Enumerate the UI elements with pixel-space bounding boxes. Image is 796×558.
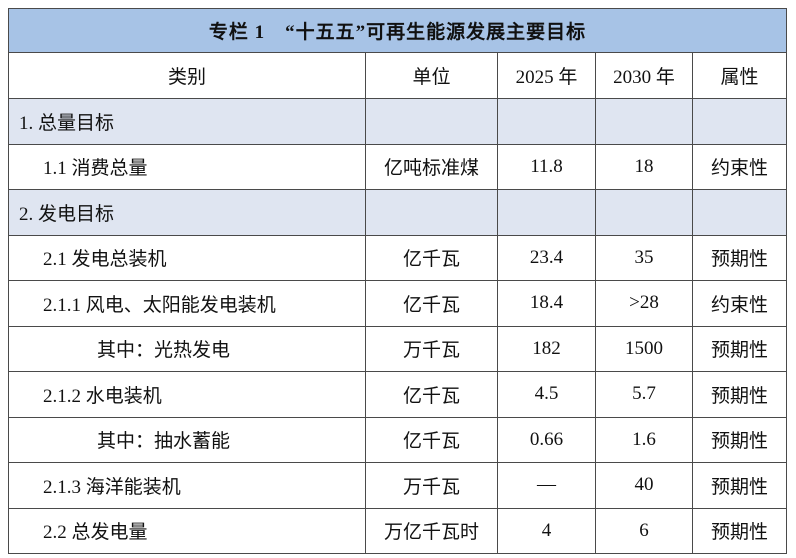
data-row: 其中：光热发电 万千瓦 182 1500 预期性 xyxy=(8,325,788,372)
value-cell xyxy=(497,98,596,145)
value-cell xyxy=(365,98,498,145)
value-cell: 18.4 xyxy=(497,280,596,327)
category-cell: 2.1.3 海洋能装机 xyxy=(8,462,366,509)
targets-table: 专栏 1 “十五五”可再生能源发展主要目标 类别 单位 2025 年 2030 … xyxy=(7,8,788,554)
table-title: 专栏 1 “十五五”可再生能源发展主要目标 xyxy=(7,8,788,53)
value-cell: 亿吨标准煤 xyxy=(365,143,498,190)
value-cell: 1.6 xyxy=(595,416,693,463)
data-row: 2.1 发电总装机 亿千瓦 23.4 35 预期性 xyxy=(8,234,788,281)
value-cell: 预期性 xyxy=(691,507,788,554)
value-cell: 5.7 xyxy=(595,371,693,418)
value-cell: 预期性 xyxy=(691,371,788,418)
value-cell: 182 xyxy=(497,325,596,372)
value-cell: 预期性 xyxy=(691,234,788,281)
header-cell: 单位 xyxy=(365,52,498,99)
title-row: 专栏 1 “十五五”可再生能源发展主要目标 xyxy=(7,8,788,53)
data-row: 2.1.2 水电装机 亿千瓦 4.5 5.7 预期性 xyxy=(8,371,788,418)
value-cell: 亿千瓦 xyxy=(365,234,498,281)
value-cell: 4 xyxy=(497,507,596,554)
value-cell xyxy=(595,189,693,236)
category-cell: 其中：抽水蓄能 xyxy=(8,416,366,463)
header-cell: 属性 xyxy=(691,52,788,99)
data-row: 其中：抽水蓄能 亿千瓦 0.66 1.6 预期性 xyxy=(8,416,788,463)
value-cell: 预期性 xyxy=(691,325,788,372)
value-cell: 0.66 xyxy=(497,416,596,463)
value-cell xyxy=(691,189,788,236)
value-cell xyxy=(365,189,498,236)
value-cell xyxy=(691,98,788,145)
header-row: 类别 单位 2025 年 2030 年 属性 xyxy=(8,52,788,99)
value-cell: 亿千瓦 xyxy=(365,416,498,463)
category-cell: 1.1 消费总量 xyxy=(8,143,366,190)
value-cell: 约束性 xyxy=(691,280,788,327)
value-cell: 35 xyxy=(595,234,693,281)
section-row: 1. 总量目标 xyxy=(8,98,788,145)
data-row: 2.1.3 海洋能装机 万千瓦 —40 预期性 xyxy=(8,462,788,509)
header-cell: 类别 xyxy=(8,52,366,99)
header-cell: 2030 年 xyxy=(595,52,693,99)
value-cell: 1500 xyxy=(595,325,693,372)
value-cell: 预期性 xyxy=(691,462,788,509)
value-cell: 6 xyxy=(595,507,693,554)
value-cell: 23.4 xyxy=(497,234,596,281)
data-row: 2.1.1 风电、太阳能发电装机 亿千瓦 18.4 >28 约束性 xyxy=(8,280,788,327)
value-cell: 万亿千瓦时 xyxy=(365,507,498,554)
value-cell xyxy=(497,189,596,236)
category-cell: 2.1.2 水电装机 xyxy=(8,371,366,418)
value-cell: 亿千瓦 xyxy=(365,280,498,327)
data-row: 2.2 总发电量 万亿千瓦时 4 6 预期性 xyxy=(8,507,788,554)
value-cell: — xyxy=(497,462,596,509)
category-cell: 其中：光热发电 xyxy=(8,325,366,372)
value-cell: 约束性 xyxy=(691,143,788,190)
category-cell: 2.1 发电总装机 xyxy=(8,234,366,281)
category-cell: 1. 总量目标 xyxy=(8,98,366,145)
section-row: 2. 发电目标 xyxy=(8,189,788,236)
value-cell: 万千瓦 xyxy=(365,325,498,372)
value-cell: 40 xyxy=(595,462,693,509)
value-cell: >28 xyxy=(595,280,693,327)
value-cell: 万千瓦 xyxy=(365,462,498,509)
category-cell: 2.1.1 风电、太阳能发电装机 xyxy=(8,280,366,327)
data-row: 1.1 消费总量 亿吨标准煤 11.8 18 约束性 xyxy=(8,143,788,190)
header-cell: 2025 年 xyxy=(497,52,596,99)
value-cell: 11.8 xyxy=(497,143,596,190)
value-cell: 预期性 xyxy=(691,416,788,463)
value-cell: 4.5 xyxy=(497,371,596,418)
category-cell: 2.2 总发电量 xyxy=(8,507,366,554)
category-cell: 2. 发电目标 xyxy=(8,189,366,236)
value-cell: 18 xyxy=(595,143,693,190)
value-cell xyxy=(595,98,693,145)
value-cell: 亿千瓦 xyxy=(365,371,498,418)
